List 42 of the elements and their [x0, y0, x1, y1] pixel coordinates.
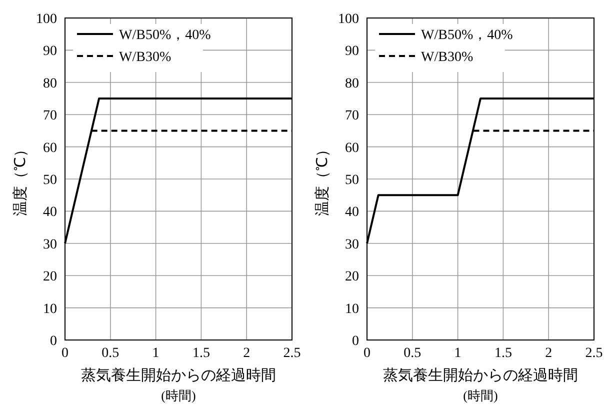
legend-label: W/B50%，40% [421, 28, 514, 43]
x-tick-label: 1.5 [192, 346, 210, 361]
y-tick-label: 20 [345, 270, 359, 285]
x-tick-label: 2.5 [585, 346, 603, 361]
x-tick-label: 0 [364, 346, 370, 361]
y-tick-label: 0 [50, 334, 57, 349]
x-tick-label: 1 [454, 346, 462, 361]
y-tick-label: 0 [352, 334, 359, 349]
y-tick-label: 60 [43, 140, 57, 156]
y-axis-title: 温度（℃） [12, 142, 29, 216]
x-tick-label: 0 [62, 346, 68, 361]
y-tick-label: 40 [345, 205, 359, 220]
x-tick-label: 2 [243, 346, 250, 361]
x-tick-label: 0.5 [102, 346, 120, 361]
x-tick-label: 2 [545, 346, 552, 361]
y-tick-label: 30 [345, 237, 359, 252]
y-tick-label: 100 [36, 12, 57, 27]
x-axis-title: 蒸気養生開始からの経過時間 (時間) [383, 367, 578, 403]
y-tick-label: 90 [43, 44, 57, 60]
y-tick-label: 70 [345, 108, 359, 124]
y-tick-label: 10 [345, 302, 359, 317]
x-axis-title: 蒸気養生開始からの経過時間 (時間) [81, 367, 276, 403]
y-tick-label: 80 [345, 76, 359, 92]
legend-label: W/B30% [421, 50, 474, 65]
y-tick-label: 80 [43, 76, 57, 92]
y-tick-label: 10 [43, 302, 57, 317]
x-tick-label: 2.5 [283, 346, 301, 361]
y-tick-label: 100 [338, 12, 359, 27]
y-tick-label: 70 [43, 108, 57, 124]
x-tick-label: 0.5 [404, 346, 422, 361]
y-tick-label: 30 [43, 237, 57, 252]
y-tick-label: 40 [43, 205, 57, 220]
y-tick-label: 50 [345, 173, 359, 188]
y-tick-label: 60 [345, 140, 359, 156]
legend-label: W/B50%，40% [119, 28, 212, 43]
y-axis-title: 温度（℃） [314, 142, 331, 216]
x-tick-label: 1 [152, 346, 160, 361]
y-tick-label: 50 [43, 173, 57, 188]
y-tick-label: 90 [345, 44, 359, 60]
y-tick-label: 20 [43, 270, 57, 285]
legend-label: W/B30% [119, 50, 172, 65]
x-tick-label: 1.5 [494, 346, 512, 361]
